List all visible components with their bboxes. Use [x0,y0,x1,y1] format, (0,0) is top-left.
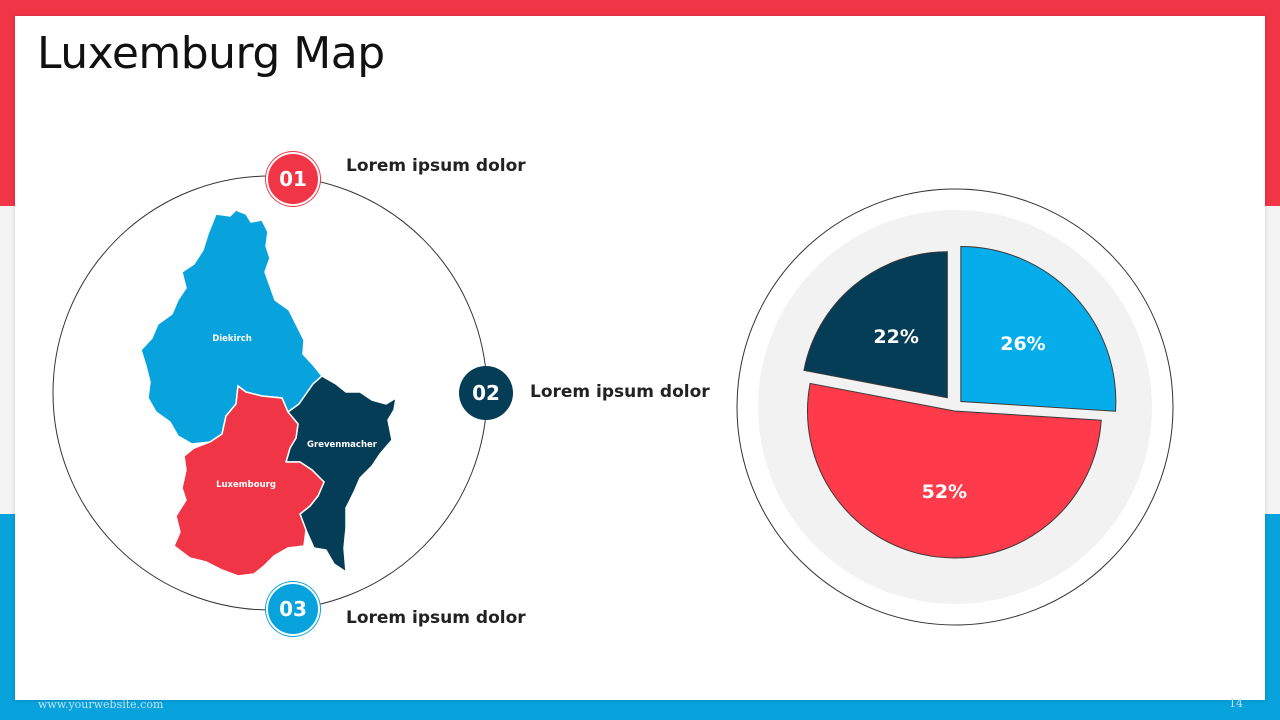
map-label-diekirch: Diekirch [212,334,252,344]
point-number-03: 03 [279,597,307,621]
footer-website: www.yourwebsite.com [38,698,164,711]
point-badge-03: 03 [266,582,320,636]
slide-title: Luxemburg Map [37,28,385,79]
map-label-grevenmacher: Grevenmacher [307,440,378,450]
map-label-luxembourg: Luxembourg [216,480,276,490]
pie-label-22: 22% [873,326,918,348]
point-label-01: Lorem ipsum dolor [346,156,526,176]
pie-slice-26 [960,246,1117,412]
pie-label-52: 52% [922,481,967,503]
point-number-01: 01 [279,167,307,191]
footer-page-number: 14 [1229,697,1243,710]
point-label-02: Lorem ipsum dolor [530,382,710,402]
pie-label-26: 26% [1000,333,1045,355]
point-number-02: 02 [472,381,500,405]
point-badge-01: 01 [266,152,320,206]
pie-slice-52 [807,382,1102,559]
point-badge-02: 02 [459,366,513,420]
pie-slice-22 [803,251,948,399]
point-label-03: Lorem ipsum dolor [346,608,526,628]
pie-chart: 26% 52% 22% [803,246,1117,559]
map-region-luxembourg [173,384,325,577]
